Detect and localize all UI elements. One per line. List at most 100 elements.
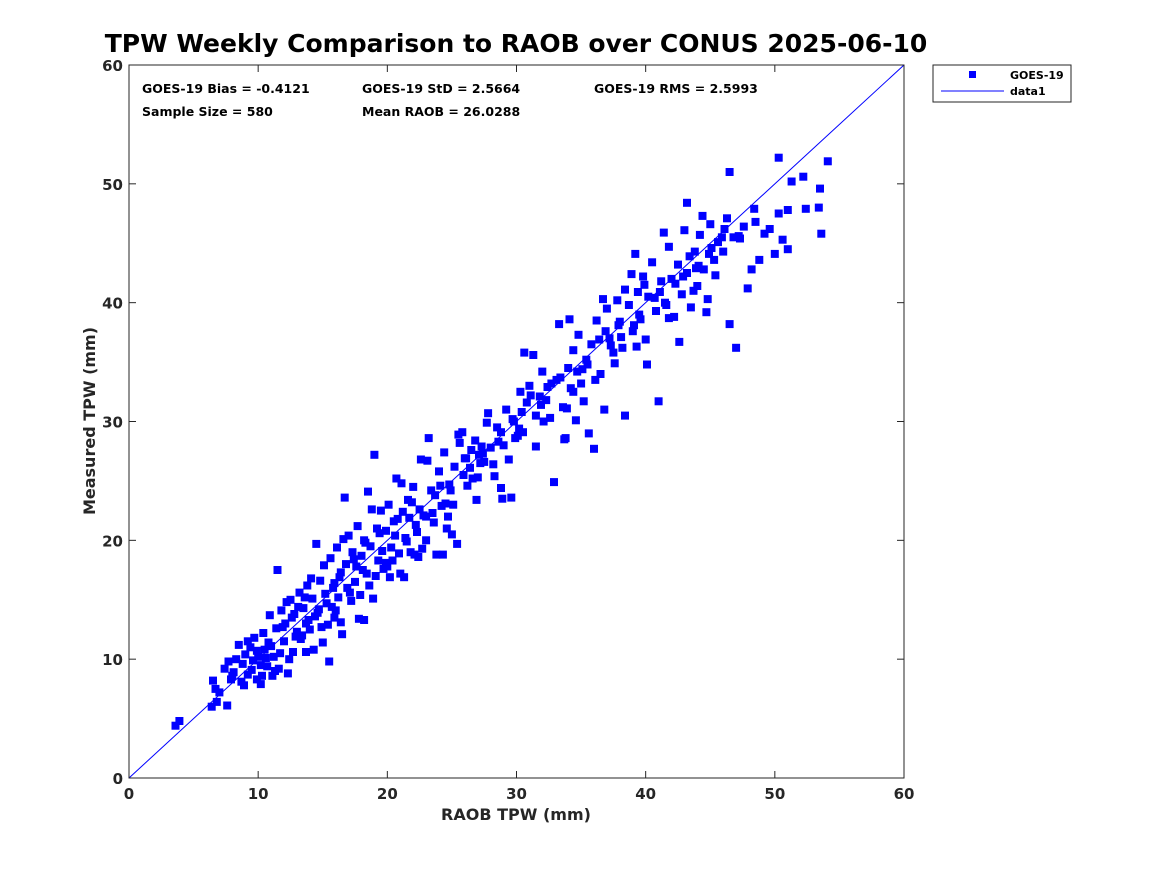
identity-line-layer xyxy=(128,64,905,779)
data-point xyxy=(347,596,356,605)
data-point xyxy=(289,648,297,656)
data-point xyxy=(493,423,502,432)
data-point xyxy=(774,153,783,162)
data-point xyxy=(799,172,808,181)
data-point xyxy=(817,229,826,238)
data-point xyxy=(264,638,273,647)
data-point xyxy=(345,588,354,597)
data-point xyxy=(707,244,716,252)
data-point xyxy=(703,295,712,304)
data-point xyxy=(739,222,748,231)
data-point xyxy=(560,435,569,444)
data-point xyxy=(335,573,344,582)
legend-box xyxy=(932,64,1072,103)
data-point xyxy=(215,688,224,697)
data-point xyxy=(385,573,394,582)
axis-ticks: 0 10 20 30 40 50 60 0 10 20 30 40 50 60 xyxy=(102,57,914,803)
data-point xyxy=(261,654,270,662)
data-point xyxy=(751,217,760,226)
data-point xyxy=(360,616,369,624)
data-point xyxy=(590,444,598,453)
data-point xyxy=(427,486,436,495)
data-point xyxy=(256,661,265,670)
data-point xyxy=(546,413,555,422)
data-point xyxy=(398,507,407,516)
data-point xyxy=(378,547,387,555)
data-point xyxy=(450,462,459,471)
data-point xyxy=(441,499,450,508)
data-point xyxy=(618,343,627,352)
data-point xyxy=(454,430,463,439)
data-point xyxy=(444,512,452,521)
data-point xyxy=(409,482,418,491)
data-point xyxy=(371,572,380,580)
data-point xyxy=(725,320,734,329)
data-point xyxy=(486,443,495,452)
stat-rms: GOES-19 RMS = 2.5993 xyxy=(594,81,758,96)
data-point xyxy=(256,680,265,689)
data-point xyxy=(361,538,370,547)
data-point xyxy=(393,514,402,523)
data-point xyxy=(677,290,686,299)
y-tick-label: 50 xyxy=(102,176,123,194)
data-point xyxy=(446,486,455,495)
data-point xyxy=(632,342,641,351)
data-point xyxy=(466,463,474,472)
data-point xyxy=(330,579,339,588)
data-point xyxy=(342,560,350,569)
stat-bias: GOES-19 Bias = -0.4121 xyxy=(142,81,310,96)
data-point xyxy=(655,288,664,296)
legend-label-goes19: GOES-19 xyxy=(1010,69,1064,82)
data-point xyxy=(415,505,424,514)
data-point xyxy=(783,206,792,214)
data-point xyxy=(706,220,715,229)
y-tick-label: 60 xyxy=(102,57,123,75)
data-point xyxy=(601,327,610,336)
y-tick-label: 40 xyxy=(102,295,123,313)
data-point xyxy=(571,416,580,425)
data-point xyxy=(243,637,252,646)
data-point xyxy=(473,473,482,482)
data-point xyxy=(538,367,547,376)
data-point xyxy=(365,581,374,590)
data-point xyxy=(299,604,308,613)
data-point xyxy=(801,204,810,213)
data-point xyxy=(770,249,779,258)
data-point xyxy=(352,562,361,571)
data-point xyxy=(358,566,367,574)
data-point xyxy=(747,265,756,274)
data-point xyxy=(699,265,708,274)
data-point xyxy=(428,509,437,517)
data-point xyxy=(212,697,221,706)
data-point xyxy=(254,652,263,661)
data-point xyxy=(357,551,366,560)
identity-line xyxy=(128,64,905,779)
data-point xyxy=(318,638,327,647)
data-point xyxy=(232,655,241,664)
data-point xyxy=(680,226,689,235)
data-point xyxy=(621,285,629,294)
data-point xyxy=(336,618,345,627)
data-point xyxy=(436,481,445,490)
data-point xyxy=(729,233,738,242)
data-point xyxy=(591,375,600,384)
data-point xyxy=(685,252,694,261)
data-point xyxy=(717,233,726,242)
data-point xyxy=(671,279,680,288)
data-point xyxy=(424,434,433,443)
data-point xyxy=(675,337,684,346)
data-point xyxy=(384,500,393,509)
data-point xyxy=(644,292,653,301)
data-point xyxy=(234,640,243,649)
data-point xyxy=(516,387,525,396)
data-point xyxy=(263,662,272,671)
data-point xyxy=(467,446,476,454)
data-point xyxy=(765,225,774,233)
data-point xyxy=(252,675,261,684)
data-point xyxy=(531,442,540,451)
data-point xyxy=(489,460,498,469)
data-point xyxy=(605,334,614,343)
data-point xyxy=(577,379,586,388)
data-point xyxy=(298,631,307,640)
legend-marker-square xyxy=(969,71,976,78)
